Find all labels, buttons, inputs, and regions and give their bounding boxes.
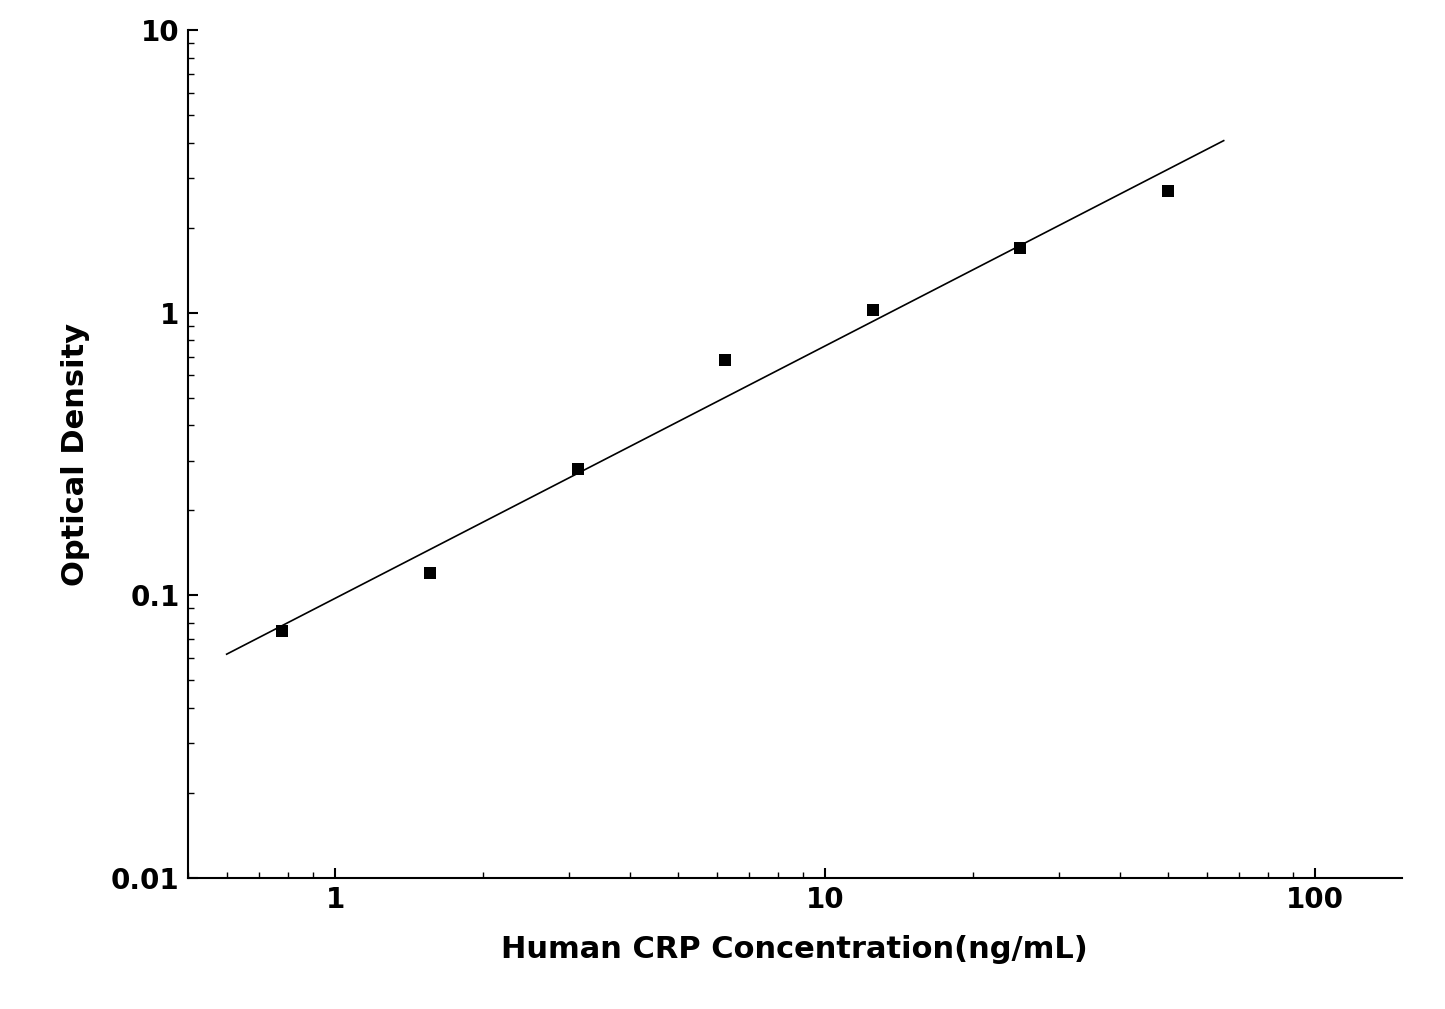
Point [1156,183,1179,199]
Y-axis label: Optical Density: Optical Density [61,323,90,585]
Point [714,352,737,368]
X-axis label: Human CRP Concentration(ng/mL): Human CRP Concentration(ng/mL) [501,935,1088,964]
Point [861,303,884,319]
Point [566,461,590,477]
Point [1009,239,1032,255]
Point [270,623,293,639]
Point [419,565,442,581]
